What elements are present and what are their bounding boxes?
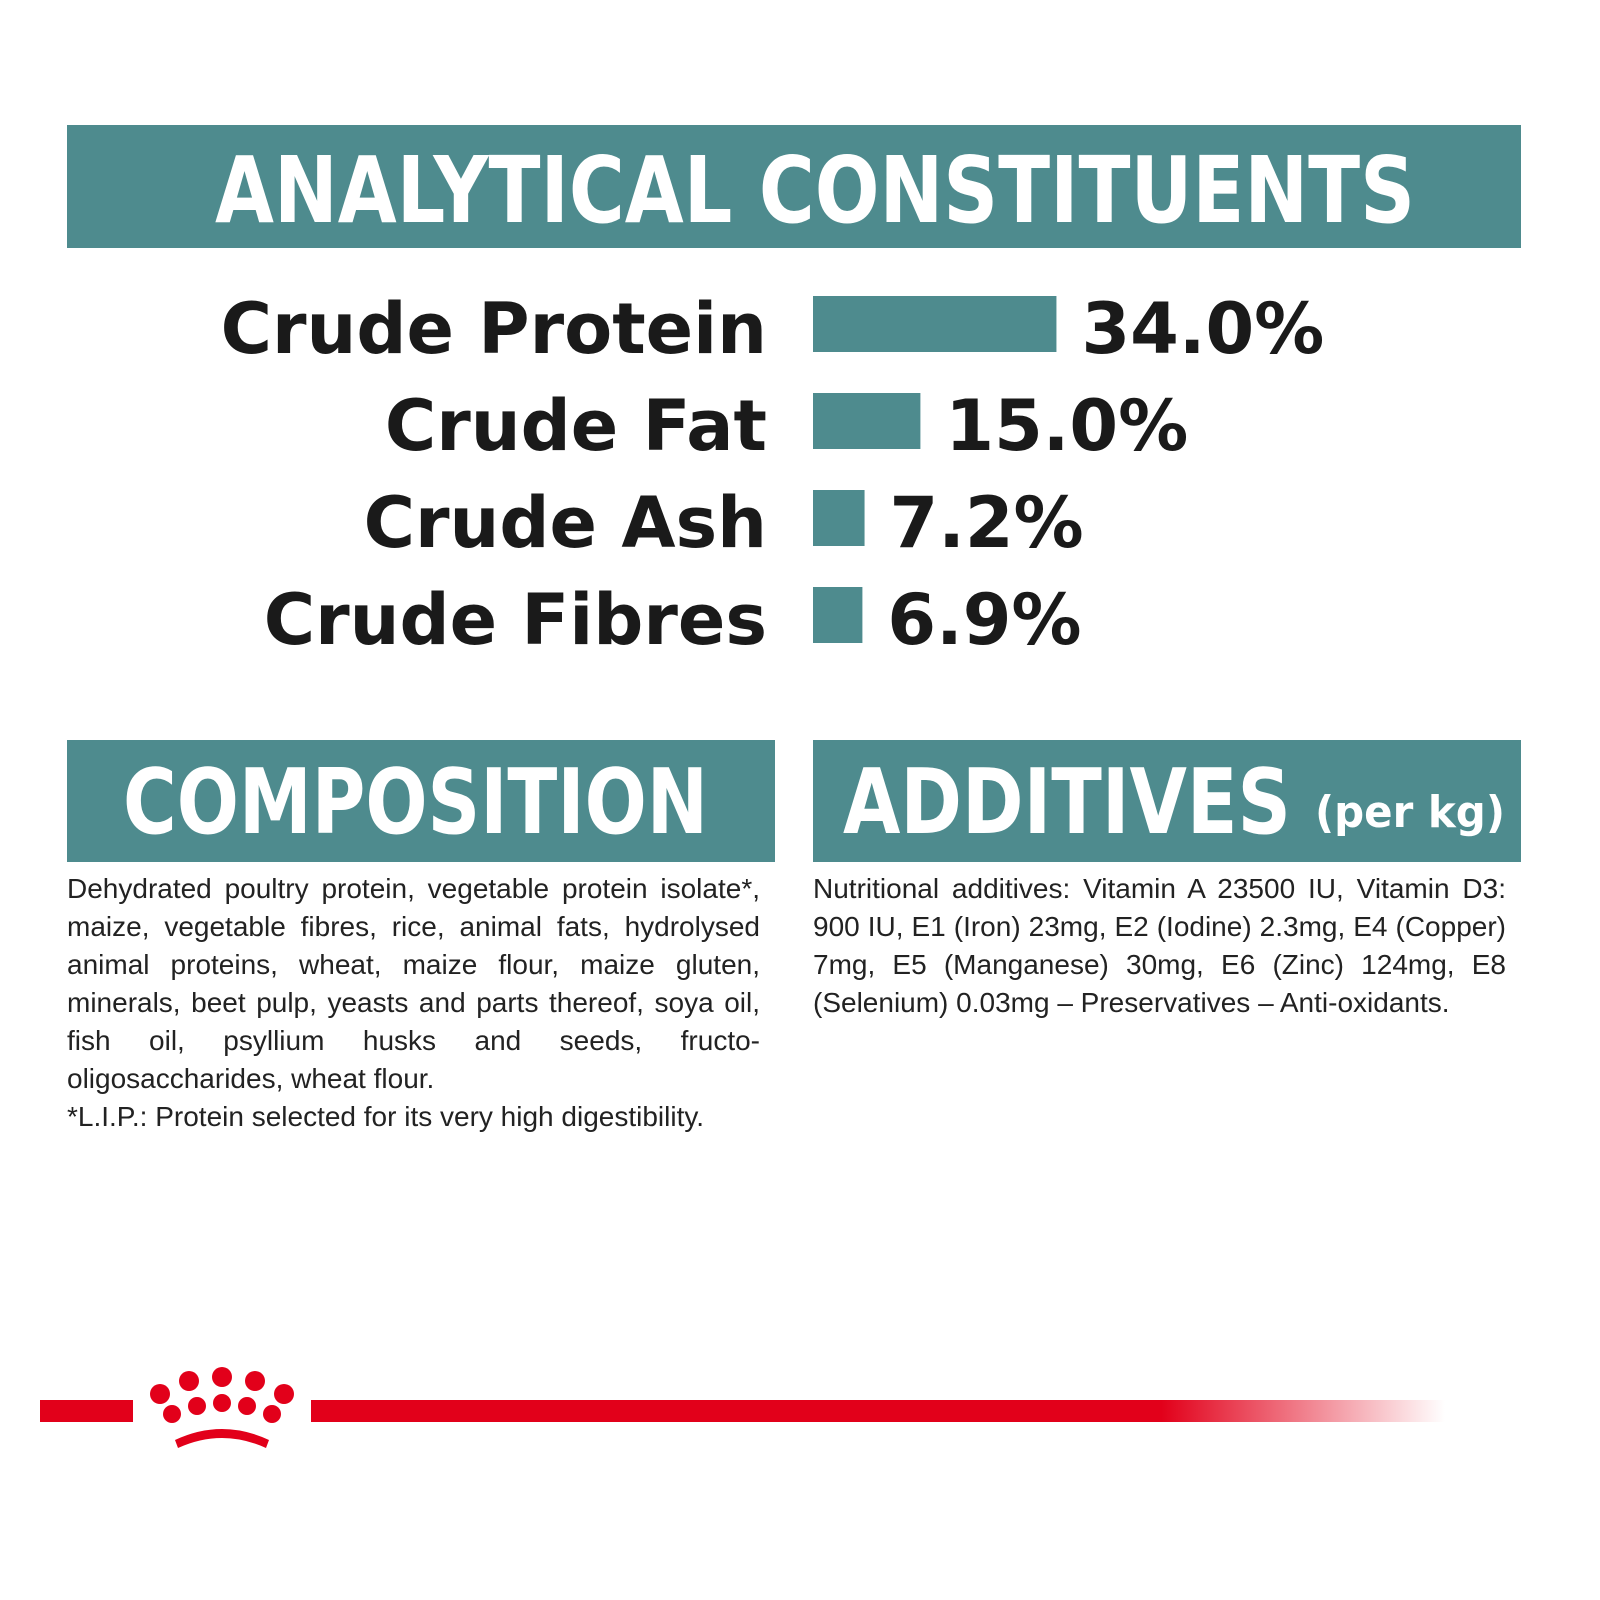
header-band bbox=[67, 740, 775, 862]
header-band bbox=[813, 740, 1521, 862]
crown bbox=[150, 1367, 294, 1448]
value-label: 7.2% bbox=[890, 482, 1084, 564]
logo-line bbox=[40, 1400, 133, 1422]
additives-subtitle: (per kg) bbox=[1315, 787, 1505, 838]
logo-line bbox=[311, 1400, 1445, 1422]
bar-chart: Crude Protein 34.0% Crude Fat 15.0% Crude As… bbox=[221, 288, 1325, 661]
header-band bbox=[67, 125, 1521, 248]
logo bbox=[40, 1367, 1445, 1448]
bar bbox=[813, 490, 865, 546]
value-label: 6.9% bbox=[887, 579, 1081, 661]
category-label: Crude Fat bbox=[385, 385, 767, 467]
category-label: Crude Protein bbox=[221, 288, 767, 370]
bar bbox=[813, 587, 863, 643]
value-label: 15.0% bbox=[945, 385, 1188, 467]
category-label: Crude Fibres bbox=[264, 579, 767, 661]
composition-footnote: *L.I.P.: Protein selected for its very h… bbox=[67, 1101, 705, 1132]
bar bbox=[813, 393, 921, 449]
value-label: 34.0% bbox=[1081, 288, 1324, 370]
composition-title: COMPOSITION bbox=[123, 750, 708, 855]
composition-text: Dehydrated poultry protein, vegetable pr… bbox=[67, 873, 760, 1094]
additives-title: ADDITIVES bbox=[843, 750, 1291, 855]
bar bbox=[813, 296, 1057, 352]
additives-text: Nutritional additives: Vitamin A 23500 I… bbox=[813, 873, 1506, 1018]
chart-title: ANALYTICAL CONSTITUENTS bbox=[215, 137, 1415, 244]
category-label: Crude Ash bbox=[364, 482, 767, 564]
